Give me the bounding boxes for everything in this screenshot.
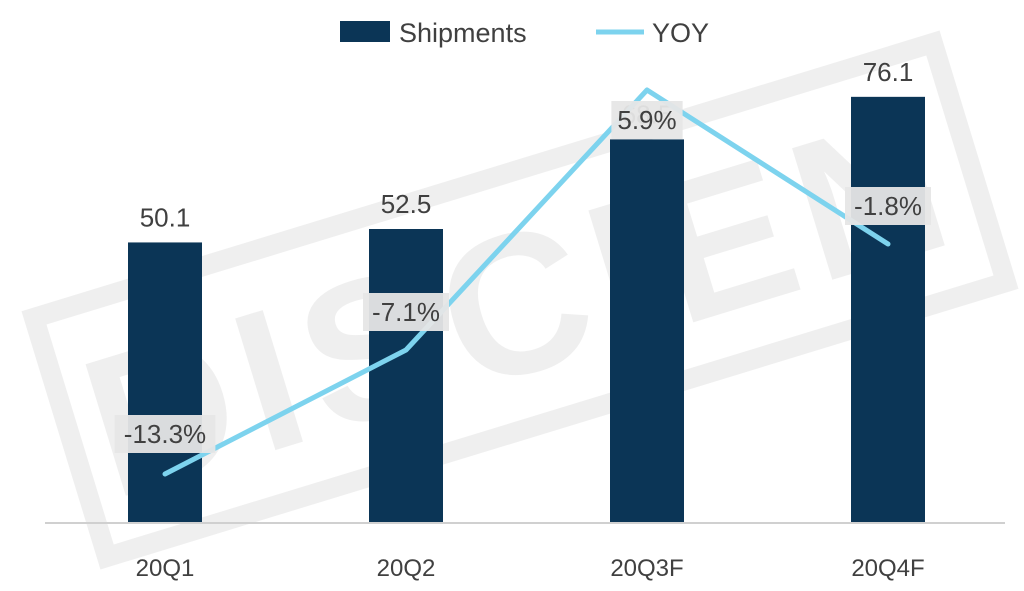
yoy-label: -13.3%: [114, 415, 216, 453]
bar-20q3f: [610, 139, 684, 523]
bar-20q1: [128, 242, 202, 523]
yoy-label: -1.8%: [845, 187, 931, 225]
legend-label-shipments: Shipments: [399, 18, 527, 48]
yoy-label-text: 5.9%: [617, 105, 676, 135]
yoy-label: -7.1%: [363, 293, 449, 331]
bar-value-label: 76.1: [863, 57, 914, 87]
bar-series: [128, 96, 925, 523]
yoy-label-box: [611, 101, 683, 139]
bar-20q2: [369, 229, 443, 523]
bar-value-label: 52.5: [381, 189, 432, 219]
x-tick-label: 20Q3F: [610, 555, 683, 582]
yoy-label-box: [114, 415, 216, 453]
yoy-line: [162, 87, 891, 477]
x-tick-label: 20Q1: [136, 555, 195, 582]
yoy-value-labels: -13.3% -7.1% 5.9% -1.8%: [114, 101, 931, 453]
yoy-label: 5.9%: [611, 101, 683, 139]
x-tick-label: 20Q4F: [851, 555, 924, 582]
yoy-label-text: -13.3%: [124, 419, 206, 449]
yoy-label-box: [845, 187, 931, 225]
yoy-label-box: [363, 293, 449, 331]
legend-label-yoy: YOY: [652, 18, 709, 48]
bar-value-label: 50.1: [140, 202, 191, 232]
yoy-label-text: -1.8%: [854, 191, 922, 221]
x-axis-ticks: 20Q1 20Q2 20Q3F 20Q4F: [136, 555, 925, 582]
legend: Shipments YOY: [340, 18, 709, 48]
legend-swatch-shipments: [340, 21, 390, 42]
x-tick-label: 20Q2: [377, 555, 436, 582]
yoy-label-text: -7.1%: [372, 297, 440, 327]
bar-20q4f: [851, 96, 925, 523]
